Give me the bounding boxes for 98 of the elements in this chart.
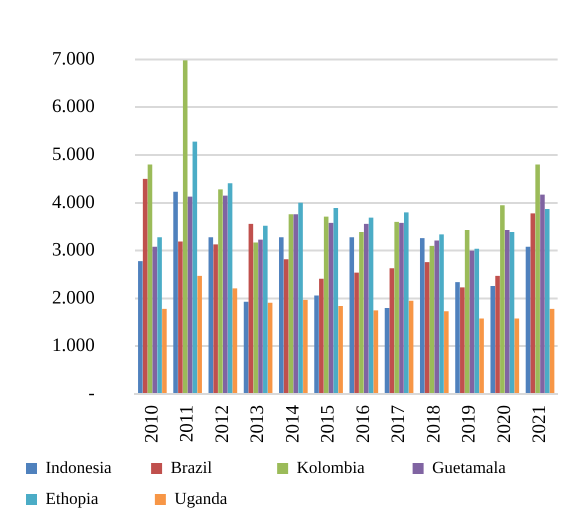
- bar: [368, 218, 374, 393]
- bar: [197, 276, 202, 393]
- bar: [173, 192, 178, 393]
- legend-label: Indonesia: [46, 458, 138, 477]
- bar: [162, 308, 167, 393]
- bar: [434, 240, 440, 393]
- bar: [319, 278, 324, 393]
- bar: [474, 248, 480, 393]
- bar: [182, 60, 188, 393]
- x-tick-label: 2021: [529, 405, 550, 443]
- bar: [328, 222, 334, 393]
- bar: [178, 242, 183, 393]
- y-tick-label: 3.000: [52, 240, 95, 261]
- bar: [253, 242, 258, 393]
- x-tick-label: 2018: [423, 405, 444, 443]
- legend-label: Brazil: [170, 458, 264, 477]
- bar: [263, 226, 268, 393]
- x-tick-label: 2014: [282, 404, 304, 443]
- x-tick-label: 2012: [212, 405, 233, 443]
- y-tick-label: 2.000: [52, 287, 95, 308]
- bar: [222, 196, 228, 393]
- y-tick-label: 7.000: [52, 48, 95, 70]
- bar: [279, 237, 284, 393]
- x-tick-label: 2019: [458, 405, 480, 443]
- bar: [444, 311, 449, 393]
- bar: [284, 259, 288, 393]
- x-tick-label: 2017: [388, 405, 410, 443]
- y-tick-label: 4.000: [52, 192, 95, 213]
- bar: [188, 196, 192, 393]
- bar: [455, 282, 460, 393]
- bar: [544, 209, 550, 393]
- bar: [303, 300, 308, 393]
- x-tick-label: 2016: [352, 405, 374, 443]
- x-tick-label: 2020: [494, 405, 515, 443]
- bar: [399, 222, 404, 393]
- bar: [218, 189, 223, 393]
- legend-label: Uganda: [174, 488, 278, 508]
- bar: [514, 318, 520, 393]
- x-tick-label: 2013: [247, 405, 268, 443]
- bar: [138, 261, 143, 393]
- bar: [439, 234, 444, 393]
- bar: [526, 246, 530, 393]
- bar: [359, 232, 364, 393]
- bar: [490, 286, 496, 393]
- bar: [470, 250, 474, 393]
- bar: [228, 183, 232, 393]
- bar: [510, 232, 514, 393]
- bar: [338, 306, 343, 393]
- y-tick-label: -: [88, 382, 95, 404]
- bar: [530, 213, 536, 393]
- bar: [192, 142, 198, 393]
- bar: [504, 230, 510, 393]
- x-tick-label: 2011: [176, 405, 198, 442]
- x-tick-label: 2015: [318, 405, 339, 443]
- bar: [232, 288, 238, 393]
- y-tick-label: 6.000: [52, 96, 95, 118]
- bar: [334, 208, 338, 393]
- bar: [244, 302, 248, 393]
- bar: [258, 240, 263, 393]
- bar: [420, 238, 425, 393]
- bar: [479, 318, 484, 393]
- bar: [288, 214, 294, 393]
- legend-label: Kolombia: [296, 458, 399, 477]
- y-tick-label: 1.000: [52, 335, 95, 356]
- bar: [535, 164, 540, 393]
- bar: [540, 194, 545, 393]
- bar: [152, 246, 158, 393]
- bar: [408, 300, 414, 393]
- bar: [364, 224, 369, 393]
- bar: [142, 178, 148, 393]
- bar: [430, 246, 434, 393]
- bar: [298, 202, 303, 393]
- bar: [293, 214, 298, 393]
- bar: [314, 296, 319, 393]
- bar: [495, 276, 500, 393]
- bar: [424, 262, 430, 393]
- bar: [324, 216, 328, 393]
- bar: [148, 164, 152, 393]
- bar: [550, 308, 554, 393]
- x-tick-label: 2010: [141, 405, 162, 443]
- legend-label: Guetamala: [432, 458, 532, 477]
- bar: [390, 268, 394, 393]
- bar: [213, 244, 218, 393]
- bar: [208, 237, 214, 393]
- bar: [464, 230, 470, 393]
- bar: [157, 237, 162, 393]
- bar: [460, 287, 465, 393]
- bar: [248, 224, 254, 393]
- bar: [268, 302, 272, 393]
- bar: [349, 237, 354, 393]
- bar: [374, 310, 378, 393]
- legend-label: Ethopia: [46, 488, 141, 508]
- bar: [404, 212, 409, 393]
- bar: [354, 272, 359, 393]
- y-tick-label: 5.000: [52, 144, 95, 165]
- bar: [394, 222, 399, 393]
- bar: [500, 205, 505, 393]
- bar: [384, 308, 390, 393]
